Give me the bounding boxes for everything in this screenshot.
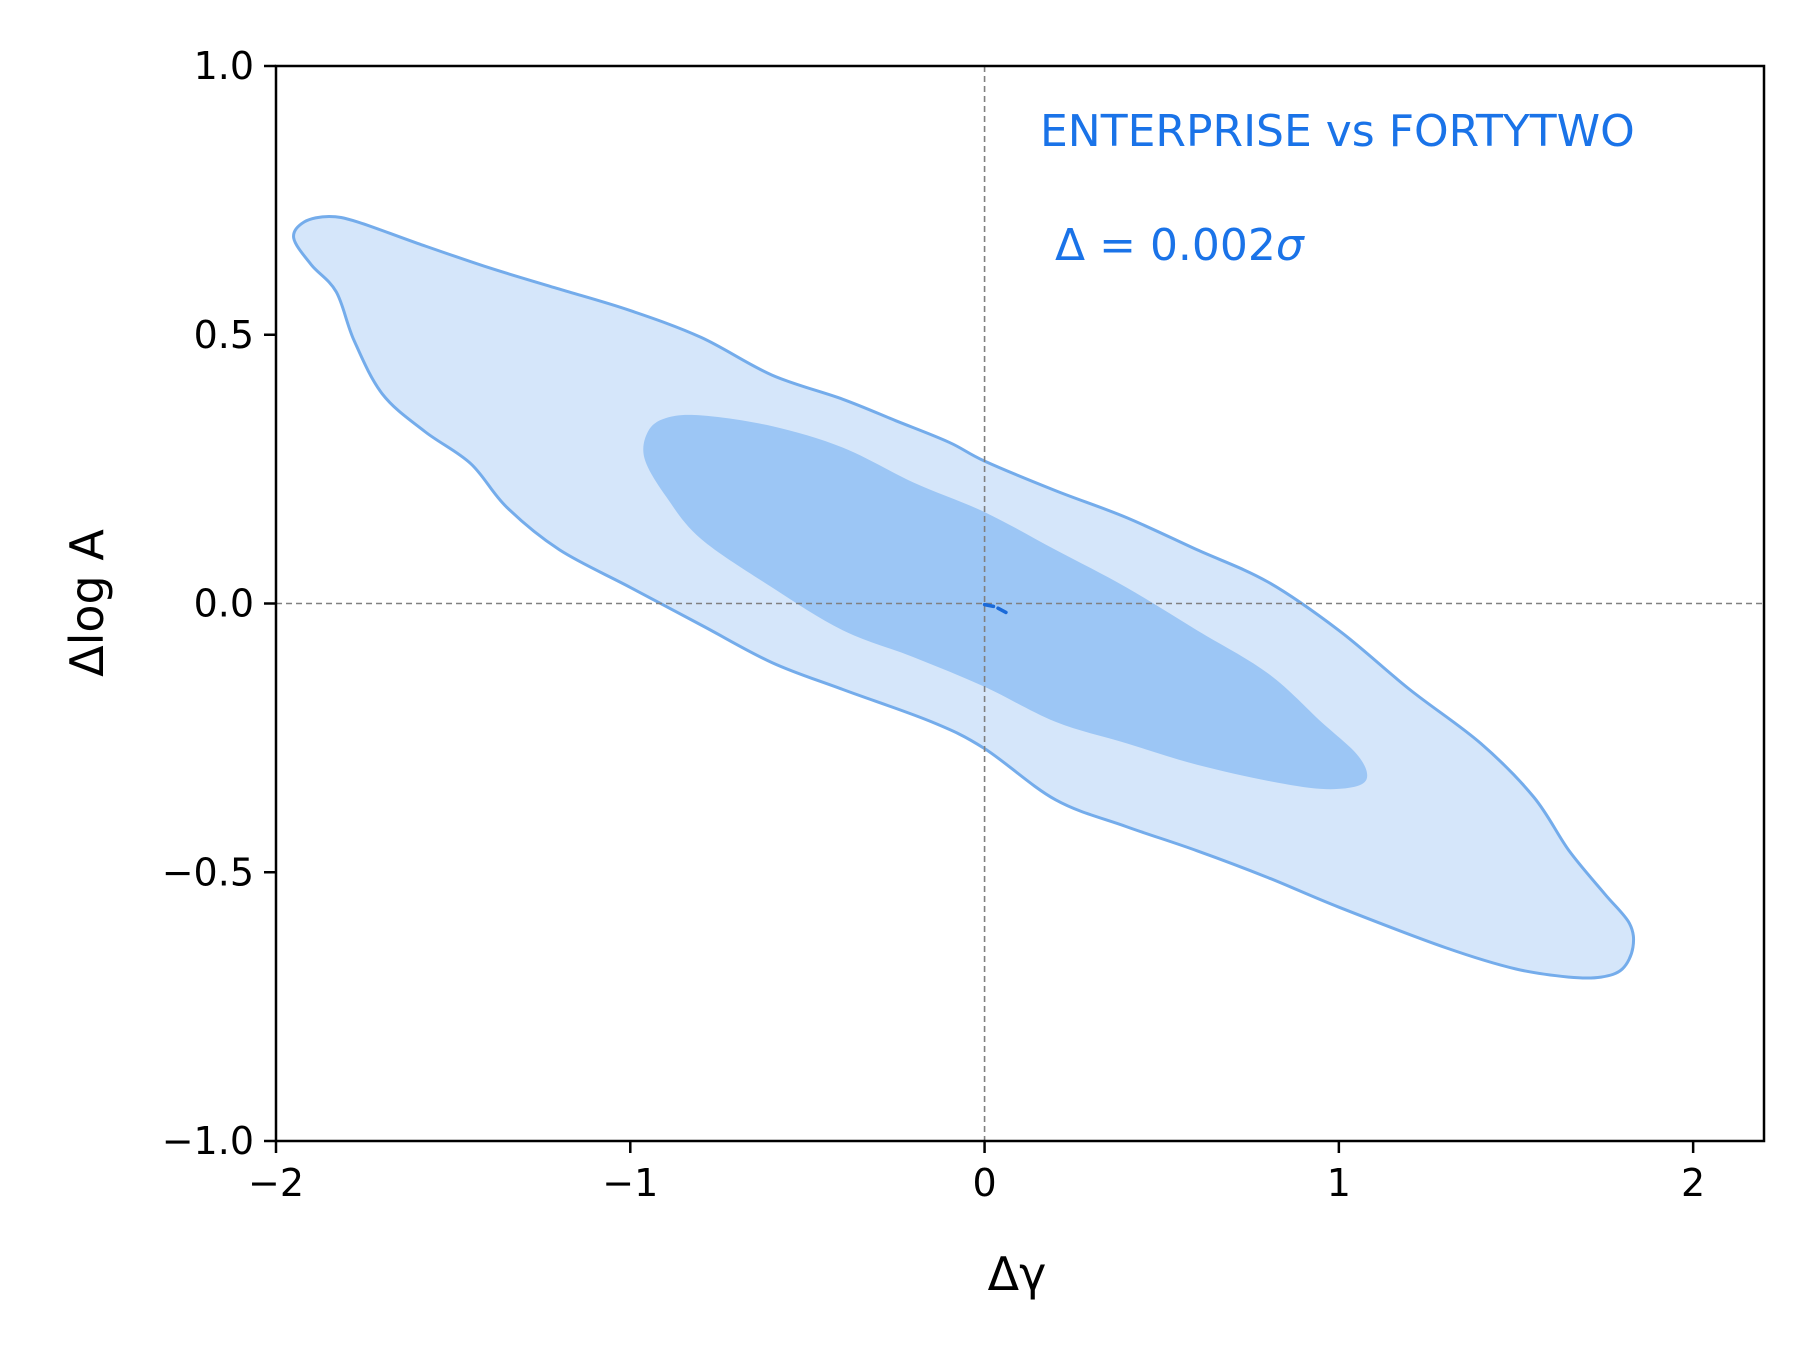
tension-value: Δ = 0.002 [1055, 220, 1276, 271]
y-tick-label: −1.0 [162, 1119, 254, 1163]
sigma-symbol: σ [1276, 220, 1305, 271]
center-contour-mark [982, 602, 1012, 617]
x-tick-label: 0 [972, 1161, 996, 1205]
x-axis-ticks: −2 −1 0 1 2 [248, 1141, 1705, 1205]
y-tick-label: 0.5 [194, 313, 254, 357]
x-tick-label: −1 [602, 1161, 658, 1205]
y-axis-label: Δlog A [60, 529, 114, 677]
inner-contour-region [643, 414, 1368, 790]
comparison-annotation: ENTERPRISE vs FORTYTWO [1040, 106, 1635, 157]
y-axis-ticks: −1.0 −0.5 0.0 0.5 1.0 [162, 44, 276, 1163]
plot-area [276, 66, 1764, 1141]
y-tick-label: 0.0 [194, 582, 254, 626]
x-axis-label: Δγ [988, 1247, 1047, 1301]
y-tick-label: −0.5 [162, 850, 254, 894]
x-tick-label: 2 [1681, 1161, 1705, 1205]
x-tick-label: −2 [248, 1161, 304, 1205]
tension-annotation: Δ = 0.002σ [1055, 220, 1305, 271]
y-tick-label: 1.0 [194, 44, 254, 88]
x-tick-label: 1 [1327, 1161, 1351, 1205]
